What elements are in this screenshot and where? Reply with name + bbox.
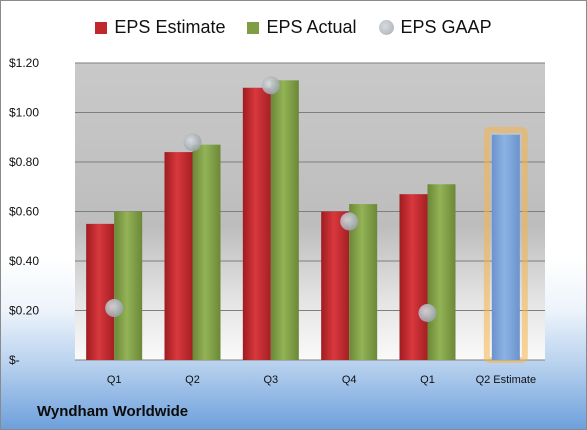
legend-item-eps-gaap: EPS GAAP	[378, 17, 492, 38]
bar-eps-actual	[349, 204, 378, 360]
bar-forecast	[491, 134, 520, 360]
point-eps-gaap	[105, 299, 124, 318]
bar-eps-actual	[270, 80, 299, 360]
y-tick-label: $-	[9, 353, 20, 367]
x-tick-label: Q3	[263, 374, 278, 386]
y-tick-label: $0.80	[9, 155, 39, 169]
legend-swatch-eps-gaap	[378, 20, 394, 35]
y-tick-label: $0.20	[9, 304, 39, 318]
y-tick-label: $0.60	[9, 205, 39, 219]
bar-eps-estimate	[399, 194, 428, 360]
point-eps-gaap	[340, 212, 359, 231]
legend-label-eps-estimate: EPS Estimate	[114, 17, 226, 37]
x-tick-label: Q2	[185, 374, 200, 386]
x-tick-label: Q4	[342, 374, 357, 386]
bar-eps-actual	[114, 211, 143, 360]
legend-swatch-eps-estimate	[95, 21, 108, 34]
y-tick-label: $0.40	[9, 254, 39, 268]
legend-item-eps-estimate: EPS Estimate	[95, 17, 225, 38]
x-tick-label: Q1	[107, 374, 122, 386]
bar-eps-estimate	[242, 87, 271, 360]
bar-eps-estimate	[86, 223, 115, 360]
y-tick-label: $1.20	[9, 56, 39, 70]
point-eps-gaap	[261, 76, 280, 95]
legend: EPS Estimate EPS Actual EPS GAAP	[1, 17, 586, 38]
legend-item-eps-actual: EPS Actual	[247, 17, 357, 38]
bar-eps-actual	[192, 144, 221, 360]
point-eps-gaap	[183, 133, 202, 152]
x-tick-label: Q1	[420, 374, 435, 386]
bar-eps-actual	[427, 184, 456, 360]
brand-label: Wyndham Worldwide	[37, 403, 189, 420]
point-eps-gaap	[418, 303, 437, 322]
legend-swatch-eps-actual	[247, 21, 260, 34]
legend-label-eps-gaap: EPS GAAP	[400, 17, 492, 37]
bar-eps-estimate	[164, 152, 193, 360]
y-tick-label: $1.00	[9, 106, 39, 120]
legend-label-eps-actual: EPS Actual	[266, 17, 357, 37]
x-tick-label: Q2 Estimate	[476, 374, 537, 386]
bar-eps-estimate	[321, 211, 350, 360]
